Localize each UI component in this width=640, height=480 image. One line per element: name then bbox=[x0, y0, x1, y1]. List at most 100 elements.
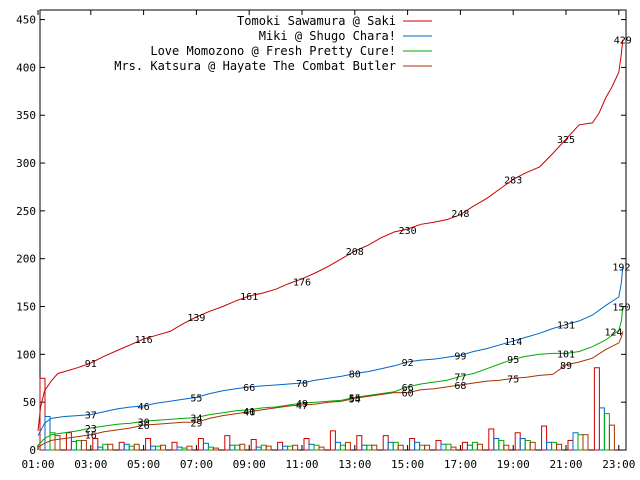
bar-2 bbox=[519, 438, 526, 451]
data-label: 99 bbox=[454, 351, 466, 362]
bar-1 bbox=[118, 441, 125, 451]
data-label: 80 bbox=[349, 369, 361, 380]
data-label: 55 bbox=[349, 393, 361, 404]
data-label: 77 bbox=[454, 372, 466, 383]
bar-3 bbox=[75, 439, 82, 451]
data-label: 101 bbox=[557, 349, 575, 360]
bar-2 bbox=[202, 442, 209, 451]
data-label: 23 bbox=[85, 424, 97, 435]
bar-4 bbox=[476, 443, 483, 451]
data-label: 230 bbox=[399, 226, 417, 237]
bar-3 bbox=[339, 444, 346, 451]
bar-3 bbox=[366, 444, 373, 451]
bar-2 bbox=[598, 407, 605, 451]
bar-3 bbox=[128, 445, 135, 451]
data-label: 192 bbox=[612, 262, 630, 273]
plot-frame bbox=[39, 9, 627, 451]
data-label: 37 bbox=[85, 411, 97, 422]
bar-3 bbox=[577, 434, 584, 451]
bar-1 bbox=[541, 425, 548, 451]
bar-2 bbox=[176, 446, 183, 451]
data-label: 429 bbox=[614, 36, 632, 47]
data-label: 325 bbox=[557, 135, 575, 146]
bar-3 bbox=[392, 441, 399, 451]
bar-3 bbox=[155, 445, 162, 451]
x-tick-label: 19:00 bbox=[497, 458, 530, 471]
hourly-bars bbox=[39, 367, 615, 451]
x-tick-label: 17:00 bbox=[444, 458, 477, 471]
bar-1 bbox=[92, 438, 99, 451]
series-line-3 bbox=[37, 306, 624, 446]
data-label: 41 bbox=[243, 407, 255, 418]
y-tick-label: 450 bbox=[16, 14, 36, 27]
y-tick-label: 200 bbox=[16, 253, 36, 266]
data-labels: 91 116 139 161 176 208 230 248 283 325 429 37 46 55 66… bbox=[85, 36, 632, 442]
data-label: 89 bbox=[560, 361, 572, 372]
series-lines bbox=[37, 39, 624, 448]
x-tick-label: 15:00 bbox=[391, 458, 424, 471]
bar-3 bbox=[551, 441, 558, 451]
legend-label: Tomoki Sawamura @ Saki bbox=[237, 14, 396, 28]
y-tick-label: 100 bbox=[16, 348, 36, 361]
bar-1 bbox=[567, 439, 574, 451]
bar-2 bbox=[440, 443, 447, 451]
data-label: 176 bbox=[293, 278, 311, 289]
data-label: 75 bbox=[507, 374, 519, 385]
y-tick-label: 400 bbox=[16, 61, 36, 74]
bar-1 bbox=[145, 438, 152, 451]
bar-2 bbox=[229, 444, 236, 451]
y-axis: 0 50 100 150 200 250 300 350 400 450 bbox=[16, 14, 626, 457]
bar-4 bbox=[608, 424, 615, 451]
bar-4 bbox=[54, 435, 61, 451]
x-tick-label: 05:00 bbox=[127, 458, 160, 471]
x-tick-label: 01:00 bbox=[21, 458, 54, 471]
data-label: 29 bbox=[190, 418, 202, 429]
data-label: 208 bbox=[346, 247, 364, 258]
series-line-2 bbox=[37, 266, 624, 436]
data-label: 66 bbox=[402, 383, 414, 394]
bar-1 bbox=[514, 432, 521, 451]
data-label: 114 bbox=[504, 337, 522, 348]
data-label: 68 bbox=[454, 381, 466, 392]
y-tick-label: 300 bbox=[16, 157, 36, 170]
bar-1 bbox=[197, 438, 204, 451]
bar-2 bbox=[546, 441, 553, 451]
bar-4 bbox=[107, 443, 114, 451]
bar-1 bbox=[65, 432, 72, 451]
bar-2 bbox=[334, 441, 341, 451]
bar-4 bbox=[344, 441, 351, 451]
bar-3 bbox=[524, 439, 531, 451]
data-label: 54 bbox=[349, 394, 361, 405]
bar-3 bbox=[445, 443, 452, 451]
legend-label: Miki @ Shugo Chara! bbox=[259, 29, 396, 43]
bar-4 bbox=[133, 443, 140, 451]
bar-2 bbox=[97, 446, 104, 451]
bar-2 bbox=[361, 444, 368, 451]
bar-4 bbox=[160, 444, 167, 451]
bar-3 bbox=[603, 413, 610, 451]
bar-2 bbox=[255, 446, 262, 451]
data-label: 283 bbox=[504, 175, 522, 186]
y-tick-label: 250 bbox=[16, 205, 36, 218]
data-label: 49 bbox=[296, 399, 308, 410]
data-label: 124 bbox=[604, 327, 622, 338]
bar-4 bbox=[186, 445, 193, 451]
bar-1 bbox=[356, 435, 363, 451]
data-label: 60 bbox=[402, 389, 414, 400]
x-tick-label: 09:00 bbox=[233, 458, 266, 471]
bar-4 bbox=[265, 445, 272, 451]
data-label: 248 bbox=[451, 209, 469, 220]
data-label: 40 bbox=[243, 408, 255, 419]
data-label: 16 bbox=[85, 431, 97, 442]
bar-2 bbox=[308, 443, 315, 451]
data-label: 70 bbox=[296, 379, 308, 390]
bar-3 bbox=[234, 444, 241, 451]
bar-1 bbox=[593, 367, 600, 451]
bar-4 bbox=[503, 444, 510, 451]
bar-4 bbox=[397, 444, 404, 451]
series-line-4 bbox=[37, 331, 624, 448]
bar-2 bbox=[282, 445, 289, 451]
bar-1 bbox=[171, 441, 178, 451]
data-label: 34 bbox=[190, 413, 202, 424]
bar-2 bbox=[70, 440, 77, 451]
